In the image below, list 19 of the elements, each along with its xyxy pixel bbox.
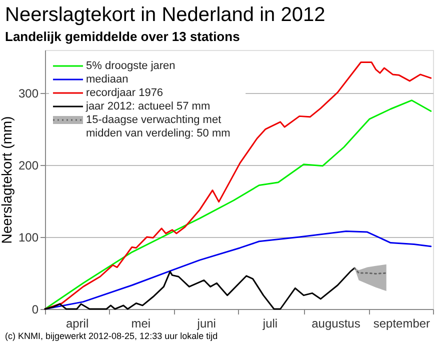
y-tick-label: 0: [32, 302, 39, 316]
y-tick-label: 100: [18, 230, 39, 245]
y-tick-label: 300: [18, 86, 39, 101]
x-tick-label: mei: [131, 316, 151, 330]
x-tick-label: augustus: [312, 316, 360, 330]
y-tick-label: 200: [18, 158, 39, 173]
legend-label: jaar 2012: actueel 57 mm: [85, 100, 210, 112]
x-tick-label: april: [66, 316, 89, 330]
y-axis-title: Neerslagtekort (mm): [0, 116, 14, 244]
text: (c) KNMI, bijgewerkt 2012-08-25, 12:33 uur lokale tijd: [5, 331, 218, 341]
legend-label: 5% droogste jaren: [86, 60, 176, 72]
x-tick-label: juli: [262, 316, 278, 330]
x-tick-label: september: [373, 316, 430, 330]
chart-title: Neerslagtekort in Nederland in 2012: [5, 4, 326, 26]
x-tick-label: juni: [196, 316, 216, 330]
legend-label: mediaan: [86, 74, 128, 86]
legend-label: 15-daagse verwachting met midden van verdeling: 50 mm: [86, 114, 230, 140]
legend-label: recordjaar 1976: [86, 87, 164, 99]
chart-subtitle: Landelijk gemiddelde over 13 stations: [5, 29, 240, 44]
